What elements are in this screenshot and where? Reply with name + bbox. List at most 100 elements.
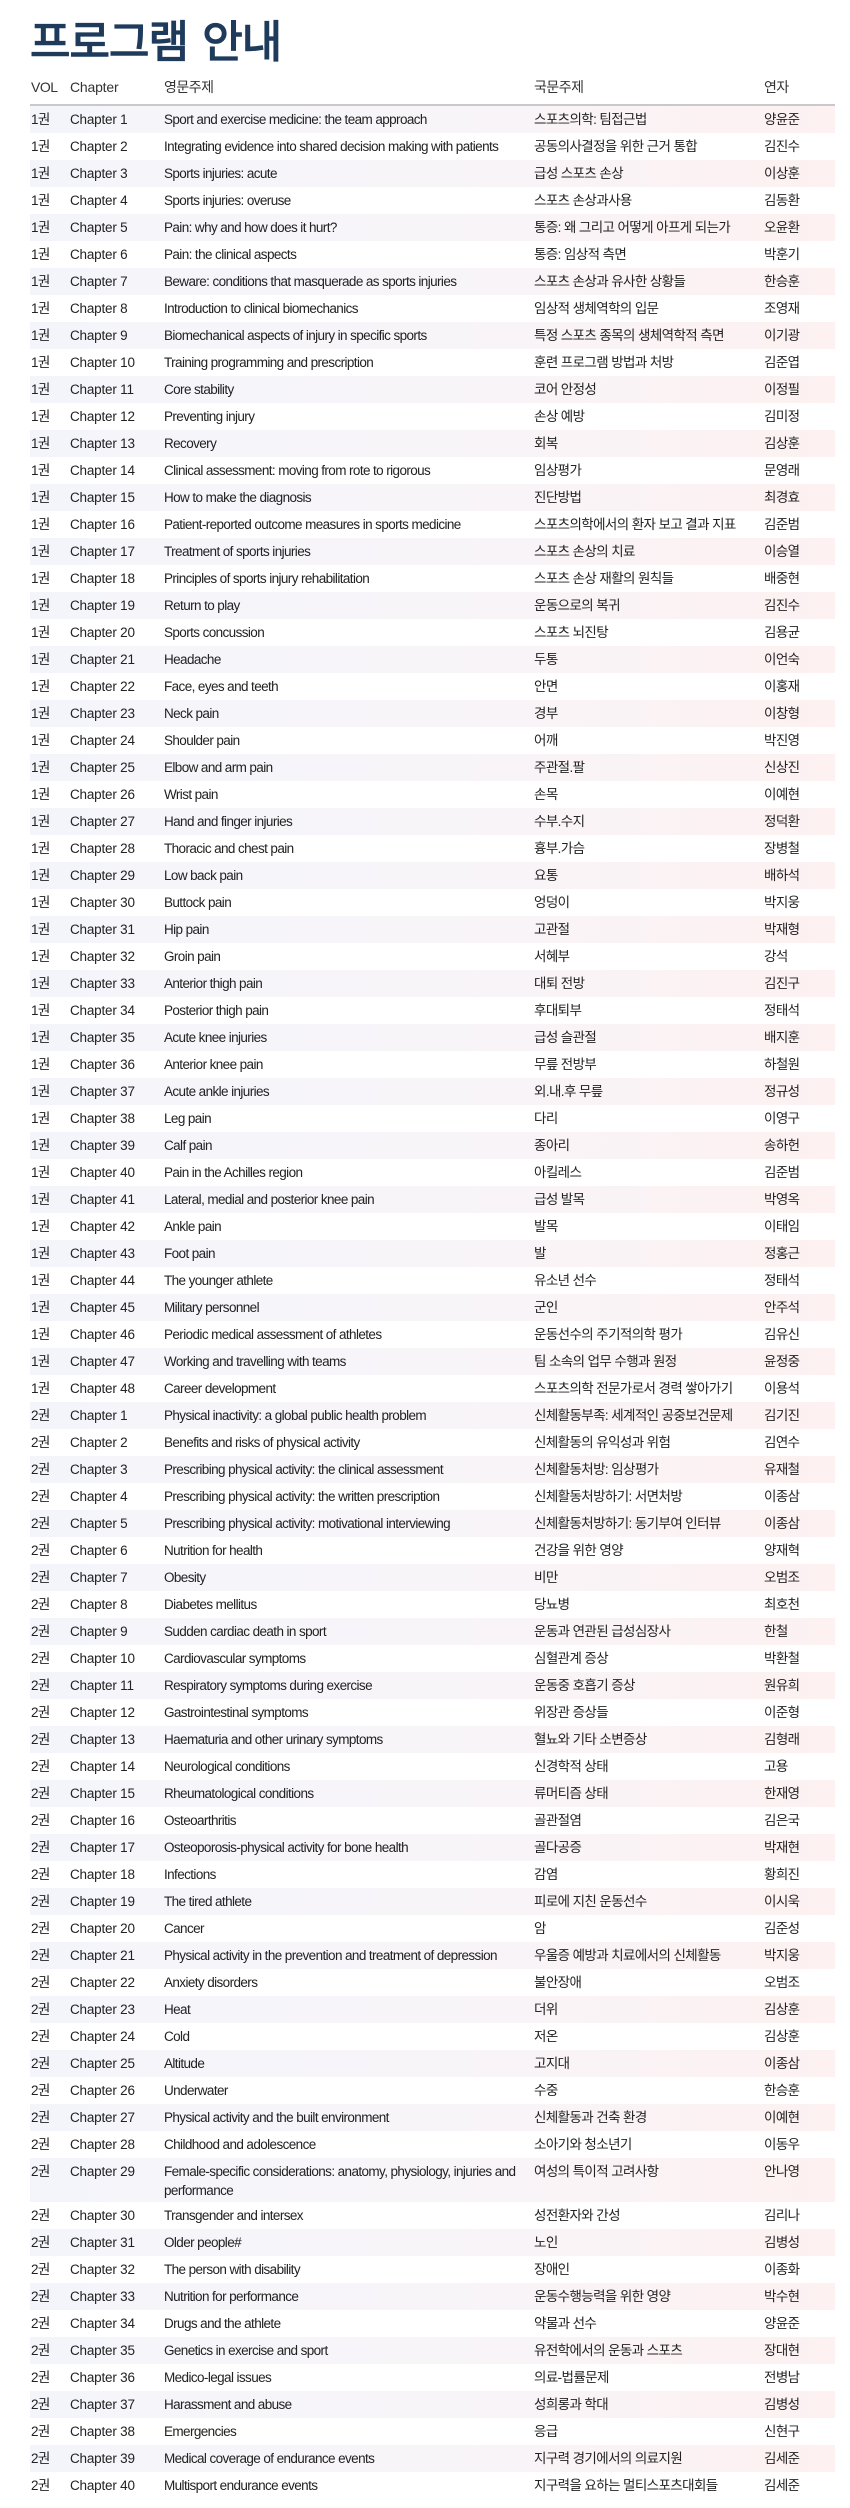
- cell-english-topic: Anxiety disorders: [164, 1975, 258, 1990]
- cell-english-topic: The younger athlete: [164, 1273, 273, 1288]
- cell-korean-topic: 신체활동과 건축 환경: [534, 2110, 647, 2125]
- table-row: 1권 Chapter 33 Anterior thigh pain 대퇴 전방 김진구: [30, 970, 835, 997]
- cell-korean-topic: 흉부.가슴: [534, 841, 585, 856]
- cell-korean-topic: 성희롱과 학대: [534, 2397, 609, 2412]
- cell-english-topic: Harassment and abuse: [164, 2397, 292, 2412]
- cell-speaker: 한재영: [764, 1786, 800, 1801]
- table-row: 2권 Chapter 2 Benefits and risks of physica…: [30, 1429, 835, 1456]
- cell-chapter: Chapter 23: [70, 2002, 135, 2017]
- header-english-topic: 영문주제: [164, 79, 214, 95]
- cell-korean-topic: 운동과 연관된 급성심장사: [534, 1624, 671, 1639]
- header-chapter: Chapter: [70, 79, 119, 95]
- table-row: 1권 Chapter 42 Ankle pain 발목 이태임: [30, 1213, 835, 1240]
- cell-vol: 2권: [31, 1462, 50, 1477]
- cell-speaker: 한철: [764, 1624, 788, 1639]
- cell-speaker: 이종삼: [764, 1489, 800, 1504]
- cell-chapter: Chapter 37: [70, 1084, 135, 1099]
- table-row: 1권 Chapter 17 Treatment of sports injuries…: [30, 538, 835, 565]
- cell-vol: 2권: [31, 1678, 50, 1693]
- cell-vol: 2권: [31, 2370, 50, 2385]
- cell-english-topic: Biomechanical aspects of injury in speci…: [164, 328, 427, 343]
- cell-speaker: 배중현: [764, 571, 800, 586]
- cell-chapter: Chapter 23: [70, 706, 135, 721]
- table-row: 1권 Chapter 11 Core stability 코어 안정성 이정필: [30, 376, 835, 403]
- cell-speaker: 이태임: [764, 1219, 800, 1234]
- cell-english-topic: Pain in the Achilles region: [164, 1165, 303, 1180]
- cell-speaker: 김유신: [764, 1327, 800, 1342]
- cell-chapter: Chapter 36: [70, 1057, 135, 1072]
- cell-vol: 2권: [31, 1543, 50, 1558]
- table-row: 2권 Chapter 33 Nutrition for performance 운동수…: [30, 2283, 835, 2310]
- cell-vol: 2권: [31, 2056, 50, 2071]
- cell-korean-topic: 운동중 호흡기 증상: [534, 1678, 635, 1693]
- cell-chapter: Chapter 24: [70, 2029, 135, 2044]
- cell-vol: 1권: [31, 544, 50, 559]
- cell-speaker: 이언숙: [764, 652, 800, 667]
- cell-english-topic: Posterior thigh pain: [164, 1003, 269, 1018]
- cell-english-topic: Ankle pain: [164, 1219, 222, 1234]
- cell-vol: 2권: [31, 2397, 50, 2412]
- cell-vol: 2권: [31, 2289, 50, 2304]
- cell-korean-topic: 발목: [534, 1219, 558, 1234]
- cell-english-topic: Emergencies: [164, 2424, 237, 2439]
- table-row: 1권 Chapter 1 Sport and exercise medicine: …: [30, 106, 835, 133]
- cell-korean-topic: 지구력을 요하는 멀티스포츠대회들: [534, 2478, 718, 2493]
- table-row: 1권 Chapter 44 The younger athlete 유소년 선수 정태석: [30, 1267, 835, 1294]
- table-row: 1권 Chapter 28 Thoracic and chest pain 흉부.가슴…: [30, 835, 835, 862]
- cell-korean-topic: 스포츠 손상의 치료: [534, 544, 635, 559]
- cell-korean-topic: 스포츠 손상과사용: [534, 193, 632, 208]
- cell-speaker: 정홍근: [764, 1246, 800, 1261]
- table-row: 1권 Chapter 39 Calf pain 종아리 송하헌: [30, 1132, 835, 1159]
- cell-speaker: 김미정: [764, 409, 800, 424]
- cell-english-topic: Osteoarthritis: [164, 1813, 236, 1828]
- cell-korean-topic: 유소년 선수: [534, 1273, 597, 1288]
- cell-english-topic: Treatment of sports injuries: [164, 544, 311, 559]
- table-row: 1권 Chapter 14 Clinical assessment: moving …: [30, 457, 835, 484]
- cell-speaker: 김용균: [764, 625, 800, 640]
- cell-speaker: 원유희: [764, 1678, 800, 1693]
- cell-english-topic: Obesity: [164, 1570, 206, 1585]
- table-row: 1권 Chapter 23 Neck pain 경부 이창형: [30, 700, 835, 727]
- cell-chapter: Chapter 35: [70, 2343, 135, 2358]
- cell-chapter: Chapter 45: [70, 1300, 135, 1315]
- cell-vol: 1권: [31, 166, 50, 181]
- cell-vol: 1권: [31, 976, 50, 991]
- cell-vol: 1권: [31, 220, 50, 235]
- cell-english-topic: Prescribing physical activity: motivatio…: [164, 1516, 451, 1531]
- cell-speaker: 정태석: [764, 1273, 800, 1288]
- cell-speaker: 한승훈: [764, 274, 800, 289]
- cell-vol: 2권: [31, 1705, 50, 1720]
- cell-speaker: 장병철: [764, 841, 800, 856]
- cell-speaker: 이기광: [764, 328, 800, 343]
- cell-english-topic: Return to play: [164, 598, 240, 613]
- table-row: 2권 Chapter 20 Cancer 암 김준성: [30, 1915, 835, 1942]
- cell-vol: 2권: [31, 1435, 50, 1450]
- cell-korean-topic: 스포츠 손상 재활의 원칙들: [534, 571, 674, 586]
- cell-english-topic: Shoulder pain: [164, 733, 240, 748]
- cell-english-topic: Career development: [164, 1381, 276, 1396]
- cell-english-topic: Leg pain: [164, 1111, 212, 1126]
- cell-speaker: 박지웅: [764, 1948, 800, 1963]
- cell-chapter: Chapter 8: [70, 1597, 128, 1612]
- cell-speaker: 신상진: [764, 760, 800, 775]
- table-row: 1권 Chapter 24 Shoulder pain 어깨 박진영: [30, 727, 835, 754]
- cell-english-topic: Wrist pain: [164, 787, 218, 802]
- cell-vol: 1권: [31, 112, 50, 127]
- cell-vol: 1권: [31, 1327, 50, 1342]
- cell-vol: 2권: [31, 2343, 50, 2358]
- cell-speaker: 박영옥: [764, 1192, 800, 1207]
- cell-vol: 1권: [31, 1192, 50, 1207]
- table-row: 2권 Chapter 18 Infections 감염 황희진: [30, 1861, 835, 1888]
- table-row: 1권 Chapter 32 Groin pain 서혜부 강석: [30, 943, 835, 970]
- cell-chapter: Chapter 15: [70, 1786, 135, 1801]
- cell-chapter: Chapter 10: [70, 355, 135, 370]
- table-row: 2권 Chapter 16 Osteoarthritis 골관절염 김은국: [30, 1807, 835, 1834]
- table-row: 2권 Chapter 8 Diabetes mellitus 당뇨병 최호천: [30, 1591, 835, 1618]
- cell-vol: 2권: [31, 2029, 50, 2044]
- table-row: 2권 Chapter 4 Prescribing physical activity…: [30, 1483, 835, 1510]
- cell-speaker: 윤정중: [764, 1354, 800, 1369]
- cell-english-topic: Groin pain: [164, 949, 221, 964]
- cell-speaker: 김상훈: [764, 436, 800, 451]
- cell-korean-topic: 안면: [534, 679, 558, 694]
- cell-korean-topic: 공동의사결정을 위한 근거 통합: [534, 139, 698, 154]
